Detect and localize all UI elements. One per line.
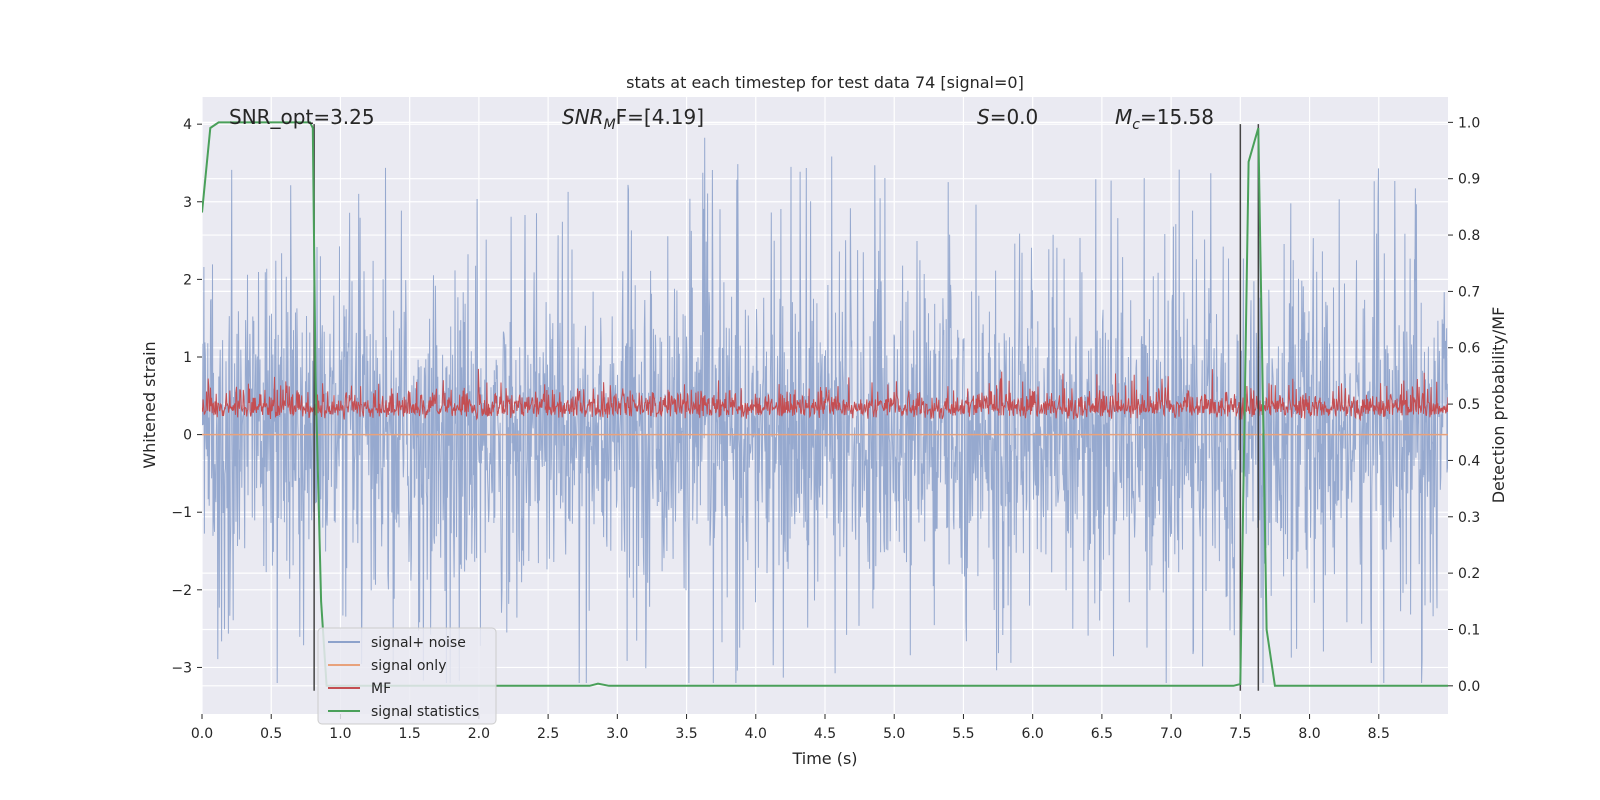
series-signal-statistics xyxy=(202,121,1448,687)
annotation-snr-opt: SNR_opt=3.25 xyxy=(229,105,375,129)
y-right-axis-ticks: 1.0 0.9 0.8 0.7 0.6 0.5 0.4 0.3 0.2 0.1 0.0 xyxy=(1448,115,1480,695)
annotation-mc-tail: =15.58 xyxy=(1140,105,1214,129)
y-right-tick-label: 1.0 xyxy=(1458,115,1480,131)
x-tick-label: 0.0 xyxy=(191,726,213,742)
y-right-axis-label: Detection probability/MF xyxy=(1489,307,1508,504)
chart-title: stats at each timestep for test data 74 … xyxy=(626,73,1024,92)
x-tick-label: 1.5 xyxy=(399,726,421,742)
x-tick-label: 5.0 xyxy=(883,726,905,742)
annotation-snr-mf-tail: F=[4.19] xyxy=(616,105,704,129)
x-tick-label: 6.0 xyxy=(1022,726,1044,742)
x-tick-label: 4.5 xyxy=(814,726,836,742)
y-left-tick-label: 1 xyxy=(183,350,192,366)
annotation-s-main: S xyxy=(977,105,990,129)
y-left-tick-label: −1 xyxy=(171,505,192,521)
x-tick-label: 1.0 xyxy=(329,726,351,742)
y-right-tick-label: 0.9 xyxy=(1458,172,1480,188)
y-right-tick-label: 0.8 xyxy=(1458,228,1480,244)
x-tick-label: 3.0 xyxy=(606,726,628,742)
x-tick-label: 8.5 xyxy=(1368,726,1390,742)
x-tick-label: 6.5 xyxy=(1091,726,1113,742)
y-right-tick-label: 0.1 xyxy=(1458,622,1480,638)
y-right-tick-label: 0.2 xyxy=(1458,566,1480,582)
legend-label-mf: MF xyxy=(371,681,391,697)
y-left-tick-label: 3 xyxy=(183,195,192,211)
x-axis-label: Time (s) xyxy=(791,749,857,768)
y-right-tick-label: 0.4 xyxy=(1458,453,1480,469)
signal-statistics-line xyxy=(202,121,1448,687)
annotation-mc: Mc=15.58 xyxy=(1115,105,1214,133)
y-right-tick-label: 0.0 xyxy=(1458,679,1480,695)
x-tick-label: 8.0 xyxy=(1298,726,1320,742)
legend-label-signal-only: signal only xyxy=(371,658,446,674)
y-left-tick-label: 0 xyxy=(183,428,192,444)
legend: signal+ noise signal only MF signal stat… xyxy=(317,627,497,725)
x-tick-label: 0.5 xyxy=(260,726,282,742)
x-tick-label: 3.5 xyxy=(675,726,697,742)
y-right-tick-label: 0.3 xyxy=(1458,510,1480,526)
legend-box xyxy=(317,627,497,725)
x-tick-label: 4.0 xyxy=(745,726,767,742)
annotation-snr-mf: SNRMF=[4.19] xyxy=(562,105,704,133)
x-axis-ticks: 0.0 0.5 1.0 1.5 2.0 2.5 3.0 3.5 4.0 4.5 5.0 5.5 6.0 6… xyxy=(191,714,1390,742)
annotation-s: S=0.0 xyxy=(977,105,1038,129)
annotation-mc-main: M xyxy=(1115,105,1132,129)
x-tick-label: 2.0 xyxy=(468,726,490,742)
y-left-tick-label: 4 xyxy=(183,117,192,133)
annotation-snr-mf-sub: M xyxy=(604,117,616,133)
y-left-axis-ticks: 4 3 2 1 0 −1 −2 −3 xyxy=(171,117,202,676)
y-right-tick-label: 0.7 xyxy=(1458,284,1480,300)
annotation-snr-mf-main: SNR xyxy=(562,105,604,129)
x-tick-label: 7.5 xyxy=(1229,726,1251,742)
y-right-tick-label: 0.5 xyxy=(1458,397,1480,413)
annotation-s-tail: =0.0 xyxy=(990,105,1039,129)
legend-label-signal-statistics: signal statistics xyxy=(371,704,479,720)
y-right-tick-label: 0.6 xyxy=(1458,341,1480,357)
x-tick-label: 7.0 xyxy=(1160,726,1182,742)
y-left-tick-label: −3 xyxy=(171,660,192,676)
legend-label-signal-plus-noise: signal+ noise xyxy=(371,635,466,651)
x-tick-label: 2.5 xyxy=(537,726,559,742)
x-tick-label: 5.5 xyxy=(952,726,974,742)
y-left-axis-label: Whitened strain xyxy=(140,341,159,468)
annotation-mc-sub: c xyxy=(1132,117,1140,133)
y-left-tick-label: −2 xyxy=(171,583,192,599)
y-left-tick-label: 2 xyxy=(183,272,192,288)
